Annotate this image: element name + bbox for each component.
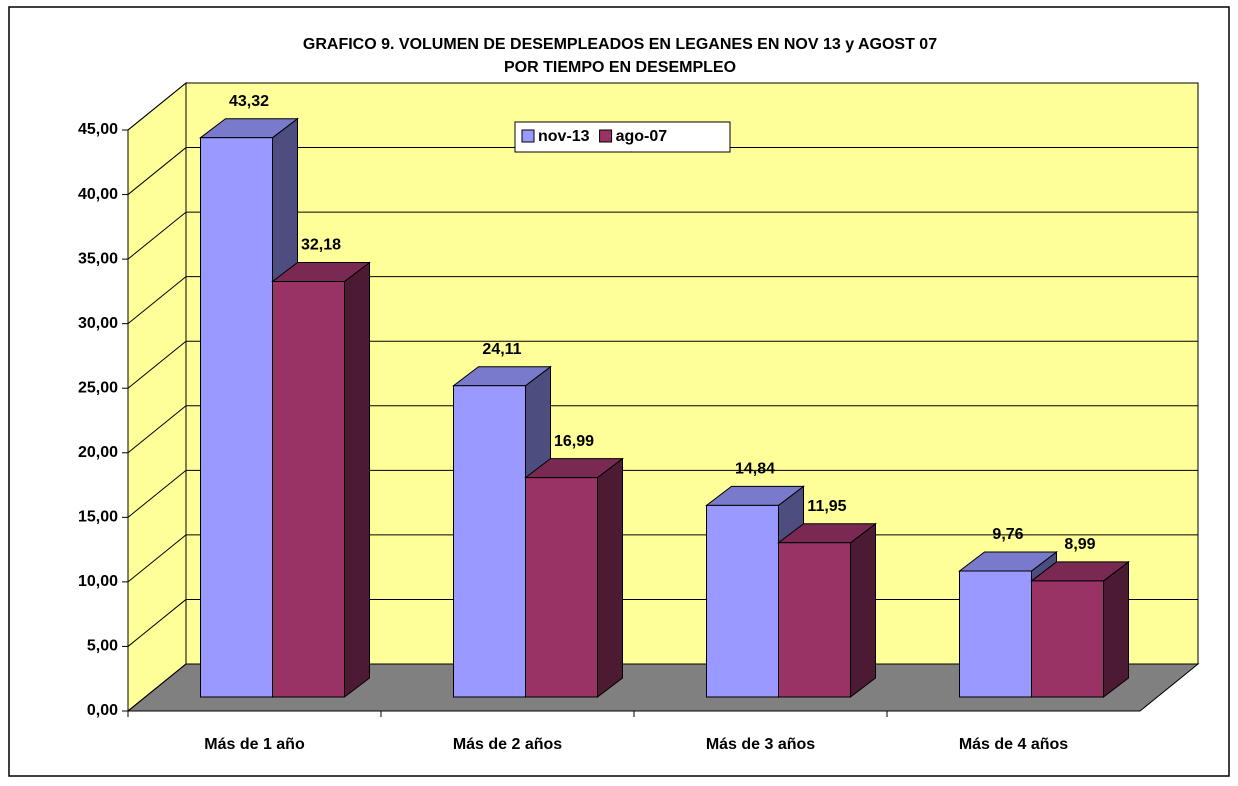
bar [272, 281, 345, 698]
grid-line [127, 405, 187, 454]
grid-line [127, 82, 187, 131]
bar-side [344, 261, 370, 699]
x-tick-label: Más de 3 años [706, 736, 815, 753]
legend-box [514, 121, 731, 153]
grid-line [127, 534, 187, 583]
y-tick-label: 25,00 [78, 379, 118, 396]
x-tick-label: Más de 2 años [453, 736, 562, 753]
bar [778, 542, 851, 698]
data-label: 43,32 [229, 93, 269, 110]
grid-line [127, 469, 187, 518]
bar [525, 477, 598, 698]
legend-label: ago-07 [616, 128, 668, 145]
x-tick-label: Más de 1 año [204, 736, 305, 753]
legend-swatch [521, 129, 535, 143]
bar-side [850, 522, 876, 699]
chart-title: GRAFICO 9. VOLUMEN DE DESEMPLEADOS EN LE… [303, 36, 937, 53]
bar [1031, 580, 1104, 698]
grid-line [127, 663, 187, 712]
grid-line [127, 276, 187, 325]
grid-line [127, 599, 187, 647]
y-tick-label: 20,00 [78, 444, 118, 461]
data-label: 16,99 [554, 433, 594, 450]
y-tick-label: 5,00 [87, 638, 118, 655]
y-tick-label: 40,00 [78, 186, 118, 203]
data-label: 14,84 [735, 461, 775, 478]
y-tick-label: 0,00 [87, 702, 118, 719]
data-label: 24,11 [482, 341, 521, 358]
y-tick-label: 30,00 [78, 315, 118, 332]
legend-swatch [599, 129, 613, 143]
y-tick-label: 10,00 [78, 573, 118, 590]
grid-line [127, 147, 187, 195]
grid-line [127, 340, 187, 389]
y-tick-label: 45,00 [78, 121, 118, 138]
legend-label: nov-13 [538, 128, 590, 145]
bar [453, 385, 526, 698]
side-wall [127, 81, 187, 713]
grid-line [127, 211, 187, 260]
x-tick-label: Más de 4 años [959, 736, 1068, 753]
y-tick-label: 15,00 [78, 509, 118, 526]
bar [200, 137, 273, 698]
bar-side [1103, 560, 1129, 699]
data-label: 11,95 [807, 498, 846, 515]
bar [959, 570, 1032, 698]
data-label: 9,76 [992, 526, 1023, 543]
bar-side [597, 457, 623, 699]
bar [706, 504, 779, 698]
data-label: 8,99 [1064, 536, 1095, 553]
y-tick-label: 35,00 [78, 250, 118, 267]
data-label: 32,18 [301, 237, 341, 254]
chart-subtitle: POR TIEMPO EN DESEMPLEO [504, 59, 736, 76]
